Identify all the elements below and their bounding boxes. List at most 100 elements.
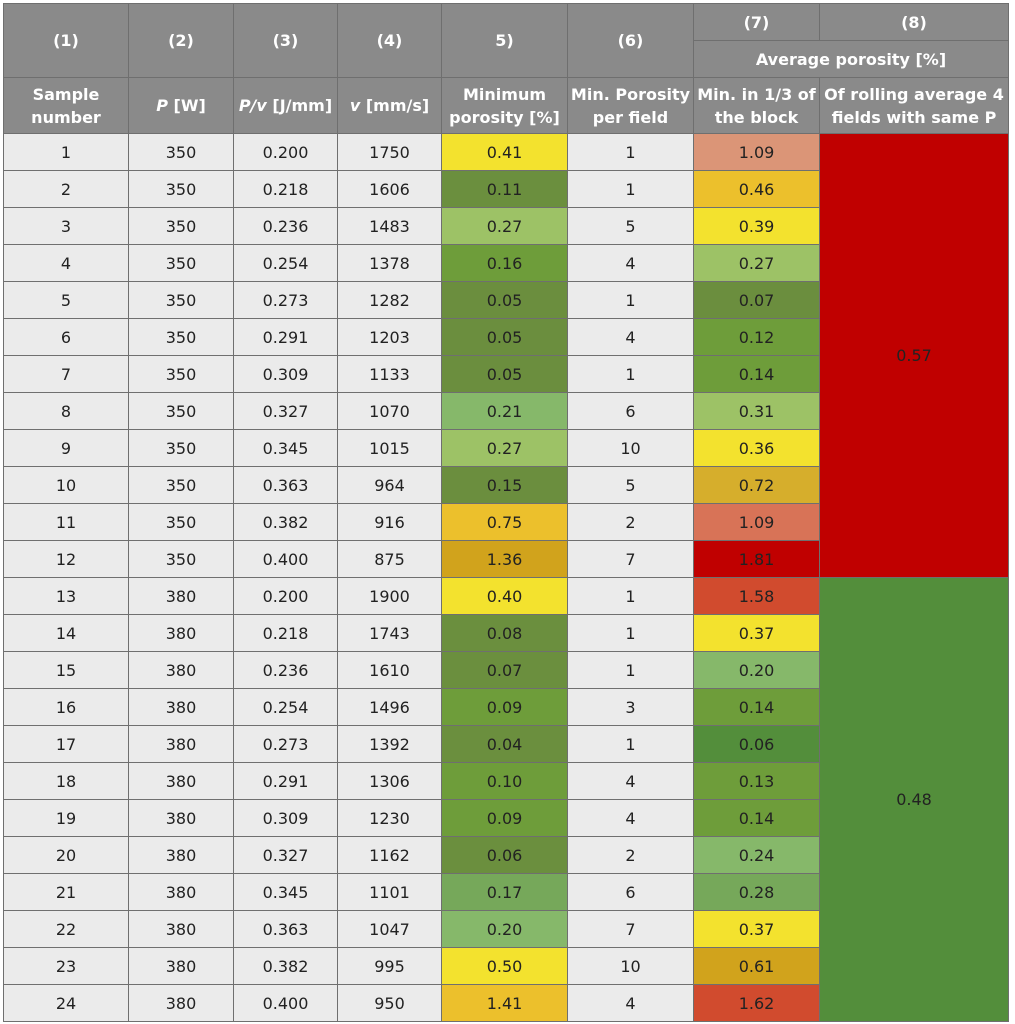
power-cell: 350 — [128, 429, 234, 467]
min-third-cell: 0.37 — [693, 910, 820, 948]
energy-cell: 0.309 — [233, 799, 338, 837]
min-porosity-cell: 0.10 — [441, 762, 568, 800]
min-porosity-cell: 0.08 — [441, 614, 568, 652]
velocity-header: v [mm/s] — [337, 77, 442, 134]
sample-number-cell: 1 — [3, 133, 129, 171]
table-row: 23 380 0.382 995 0.50 10 0.61 — [3, 947, 1009, 985]
table-row: 10 350 0.363 964 0.15 5 0.72 — [3, 466, 1009, 504]
min-third-cell: 0.27 — [693, 244, 820, 282]
power-cell: 380 — [128, 725, 234, 763]
energy-cell: 0.327 — [233, 836, 338, 874]
energy-cell: 0.200 — [233, 577, 338, 615]
power-cell: 350 — [128, 281, 234, 319]
sample-number-cell: 6 — [3, 318, 129, 356]
min-third-cell: 0.24 — [693, 836, 820, 874]
energy-cell: 0.218 — [233, 614, 338, 652]
energy-cell: 0.291 — [233, 318, 338, 356]
min-third-cell: 1.09 — [693, 133, 820, 171]
sample-number-cell: 23 — [3, 947, 129, 985]
min-porosity-cell: 0.09 — [441, 688, 568, 726]
velocity-cell: 1230 — [337, 799, 442, 837]
table-row: 15 380 0.236 1610 0.07 1 0.20 — [3, 651, 1009, 689]
min-third-cell: 0.31 — [693, 392, 820, 430]
energy-cell: 0.345 — [233, 873, 338, 911]
porosity-field-cell: 4 — [567, 244, 694, 282]
col-number-8: (8) — [819, 3, 1009, 41]
table-row: 24 380 0.400 950 1.41 4 1.62 — [3, 984, 1009, 1022]
power-cell: 350 — [128, 540, 234, 578]
power-unit: [W] — [167, 96, 206, 115]
sample-number-cell: 10 — [3, 466, 129, 504]
min-porosity-cell: 0.07 — [441, 651, 568, 689]
col-number-3: (3) — [233, 3, 338, 78]
porosity-field-cell: 1 — [567, 281, 694, 319]
min-third-cell: 0.14 — [693, 355, 820, 393]
power-cell: 380 — [128, 910, 234, 948]
col-number-1: (1) — [3, 3, 129, 78]
energy-unit: [J/mm] — [266, 96, 333, 115]
velocity-cell: 1203 — [337, 318, 442, 356]
table-row: 5 350 0.273 1282 0.05 1 0.07 — [3, 281, 1009, 319]
power-cell: 380 — [128, 762, 234, 800]
min-third-cell: 0.46 — [693, 170, 820, 208]
table-row: 18 380 0.291 1306 0.10 4 0.13 — [3, 762, 1009, 800]
min-third-cell: 0.12 — [693, 318, 820, 356]
min-porosity-cell: 0.06 — [441, 836, 568, 874]
porosity-field-cell: 5 — [567, 466, 694, 504]
energy-header: P/v [J/mm] — [233, 77, 338, 134]
min-porosity-cell: 0.05 — [441, 281, 568, 319]
power-cell: 380 — [128, 799, 234, 837]
velocity-cell: 1743 — [337, 614, 442, 652]
min-porosity-cell: 0.04 — [441, 725, 568, 763]
min-porosity-cell: 0.05 — [441, 318, 568, 356]
velocity-cell: 995 — [337, 947, 442, 985]
table-row: 3 350 0.236 1483 0.27 5 0.39 — [3, 207, 1009, 245]
min-third-cell: 1.58 — [693, 577, 820, 615]
energy-cell: 0.254 — [233, 688, 338, 726]
velocity-cell: 1392 — [337, 725, 442, 763]
min-porosity-cell: 0.09 — [441, 799, 568, 837]
porosity-field-cell: 2 — [567, 836, 694, 874]
table-row: 7 350 0.309 1133 0.05 1 0.14 — [3, 355, 1009, 393]
table-row: 19 380 0.309 1230 0.09 4 0.14 — [3, 799, 1009, 837]
power-cell: 350 — [128, 355, 234, 393]
min-porosity-cell: 0.21 — [441, 392, 568, 430]
sample-number-cell: 17 — [3, 725, 129, 763]
min-porosity-cell: 0.75 — [441, 503, 568, 541]
porosity-field-cell: 1 — [567, 614, 694, 652]
energy-cell: 0.382 — [233, 503, 338, 541]
porosity-field-cell: 5 — [567, 207, 694, 245]
col-number-6: (6) — [567, 3, 694, 78]
velocity-cell: 1047 — [337, 910, 442, 948]
power-cell: 350 — [128, 503, 234, 541]
min-third-block-header: Min. in 1/3 of the block — [693, 77, 820, 134]
col-number-7: (7) — [693, 3, 820, 41]
sample-number-cell: 9 — [3, 429, 129, 467]
sample-number-cell: 11 — [3, 503, 129, 541]
velocity-cell: 1900 — [337, 577, 442, 615]
velocity-cell: 1483 — [337, 207, 442, 245]
min-porosity-cell: 0.27 — [441, 429, 568, 467]
porosity-field-cell: 1 — [567, 355, 694, 393]
sample-number-cell: 5 — [3, 281, 129, 319]
table-row: 16 380 0.254 1496 0.09 3 0.14 — [3, 688, 1009, 726]
porosity-field-cell: 4 — [567, 984, 694, 1022]
min-third-cell: 0.07 — [693, 281, 820, 319]
porosity-field-cell: 10 — [567, 429, 694, 467]
velocity-symbol: v — [349, 96, 361, 115]
porosity-field-cell: 3 — [567, 688, 694, 726]
energy-symbol: P/v — [238, 96, 267, 115]
table-row: 22 380 0.363 1047 0.20 7 0.37 — [3, 910, 1009, 948]
rolling-average-cell: 0.57 — [819, 133, 1009, 578]
velocity-cell: 1101 — [337, 873, 442, 911]
power-cell: 380 — [128, 947, 234, 985]
velocity-cell: 1133 — [337, 355, 442, 393]
energy-cell: 0.273 — [233, 725, 338, 763]
energy-cell: 0.327 — [233, 392, 338, 430]
table-row: 13 380 0.200 1900 0.40 1 1.58 0.48 — [3, 577, 1009, 1022]
energy-cell: 0.400 — [233, 540, 338, 578]
min-porosity-cell: 0.20 — [441, 910, 568, 948]
velocity-cell: 1378 — [337, 244, 442, 282]
energy-cell: 0.254 — [233, 244, 338, 282]
power-cell: 380 — [128, 577, 234, 615]
